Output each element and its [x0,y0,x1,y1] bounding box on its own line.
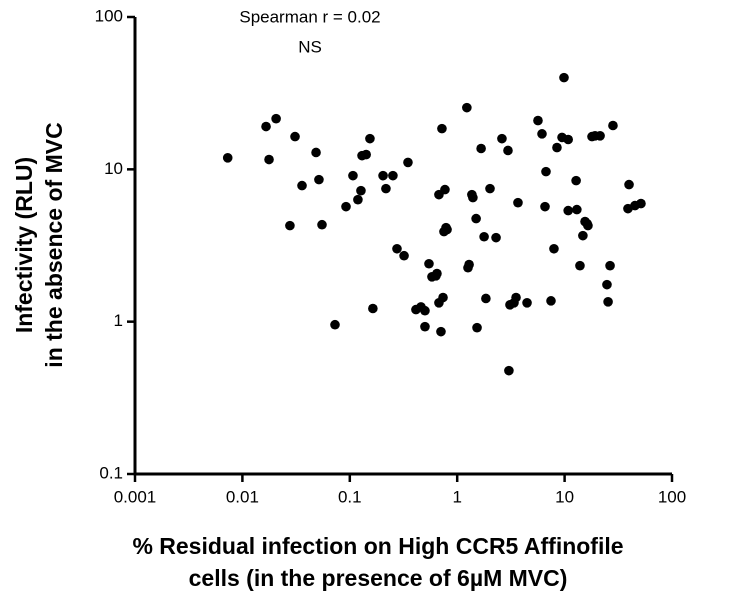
point [563,205,573,216]
point [420,305,430,316]
point [583,220,593,231]
point [575,260,585,271]
point [222,153,233,163]
point [540,201,550,212]
point [468,192,478,203]
y-axis-title: Infectivity (RLU) [11,157,37,333]
point [537,129,547,139]
point [424,258,434,269]
point [442,224,452,235]
point [462,102,472,113]
point [348,170,358,181]
point [572,204,582,215]
point [504,365,514,376]
point [472,322,482,333]
point [624,179,634,190]
point [264,154,274,165]
x-tick-label: 0.01 [226,487,259,506]
point [317,219,327,230]
point [578,230,588,241]
x-tick-label: 0.1 [338,487,362,506]
point [636,198,646,209]
point [509,297,519,308]
y-axis-title: in the absence of MVC [41,122,67,367]
point [479,231,489,242]
point [378,170,388,181]
point [595,131,605,141]
annotation: Spearman r = 0.02 [239,7,380,26]
x-tick-label: 1 [452,487,461,506]
point [388,170,398,181]
point [285,220,295,231]
point [341,201,351,212]
x-tick-label: 10 [555,487,574,506]
x-tick-label: 100 [658,487,686,506]
point [552,142,562,153]
point [549,243,559,254]
point [420,321,430,332]
point [471,213,481,224]
point [608,120,618,131]
y-tick-label: 1 [114,311,123,330]
point [522,297,532,308]
point [438,292,448,303]
point [491,232,501,243]
y-tick-label: 100 [95,6,123,25]
point [365,133,375,144]
point [533,115,543,126]
point [605,260,615,271]
point [361,149,371,160]
point [437,123,447,134]
point [546,296,556,306]
point [571,175,581,186]
point [463,262,473,273]
point [297,180,307,191]
point [356,185,366,196]
point [261,121,271,132]
point [403,157,413,168]
point [381,183,391,194]
x-axis-title: % Residual infection on High CCR5 Affino… [132,533,623,559]
point [602,279,612,290]
point [559,72,569,83]
point [436,326,446,337]
point [481,293,491,304]
point [476,143,486,154]
point [353,194,363,205]
point [434,189,444,200]
y-tick-label: 0.1 [99,463,123,482]
point [431,271,441,281]
point [311,147,321,158]
x-tick-label: 0.001 [114,487,157,506]
x-axis-title: cells (in the presence of 6µM MVC) [189,565,568,591]
point [290,131,300,142]
point [563,134,573,145]
annotation: NS [298,37,322,56]
point [513,197,523,208]
point [485,183,495,194]
point [330,319,340,330]
point [603,297,613,307]
point [497,133,507,144]
point [368,303,378,314]
point [503,145,513,156]
point [314,174,324,185]
point [541,166,551,177]
point [399,250,409,261]
point [392,243,402,254]
y-tick-label: 10 [104,159,123,178]
point [271,113,281,124]
